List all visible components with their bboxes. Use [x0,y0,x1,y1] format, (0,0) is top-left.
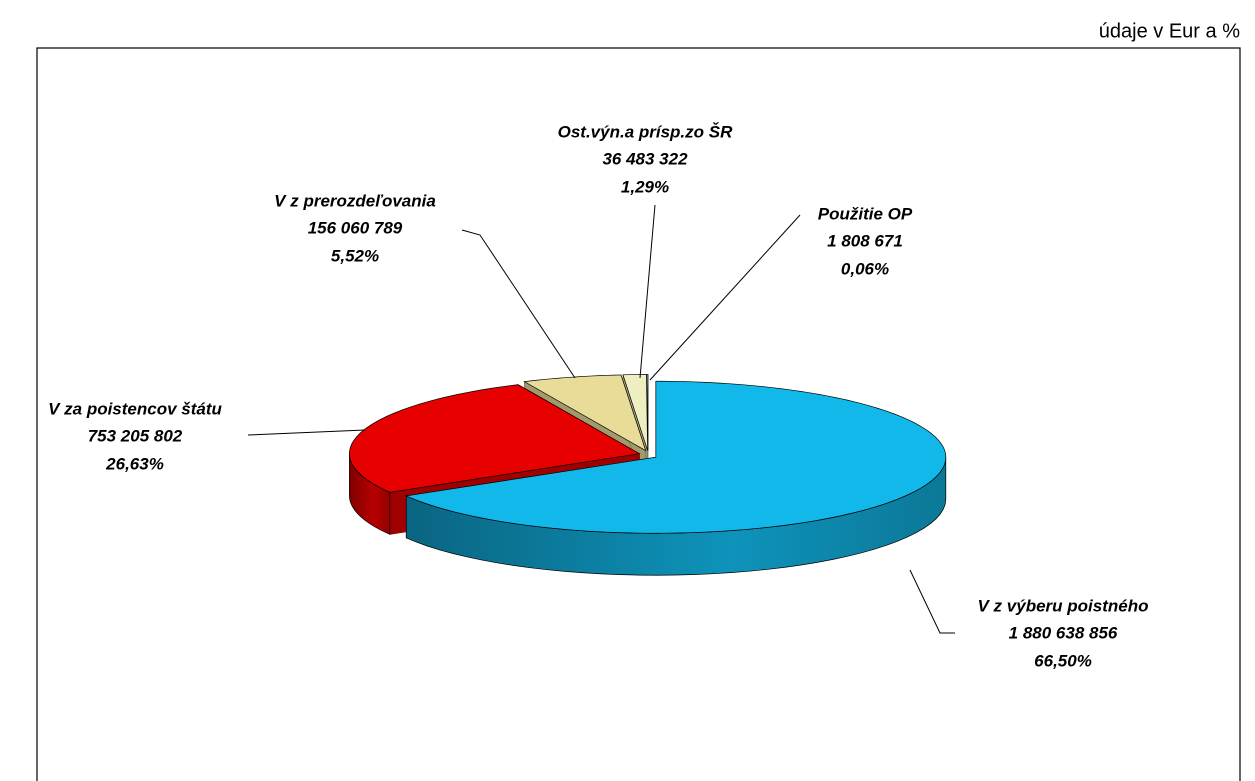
pie [349,374,947,576]
percent-label: 26,63% [105,454,164,473]
leader-line [461,229,576,379]
slice-top [646,374,649,451]
slice-top [404,380,947,534]
slice [404,380,947,576]
category-label: V za poistencov štátu [48,399,222,418]
chart-frame [36,47,1241,781]
value-label: 1 808 671 [827,231,903,250]
value-label: 156 060 789 [308,218,403,237]
category-label: V z prerozdeľovania [274,191,436,210]
percent-label: 5,52% [331,246,379,265]
labels: V z výberu poistného 1 880 638 856 66,50% V… [48,122,1148,670]
leader-line [649,214,801,381]
category-label: Ost.výn.a prísp.zo ŠR [558,122,733,141]
percent-label: 0,06% [841,259,889,278]
leader-line [909,569,955,634]
percent-label: 1,29% [621,177,669,196]
slice-top [349,384,641,493]
unit-note: údaje v Eur a % [1099,20,1240,42]
slice-top [523,374,647,452]
leader-line [639,204,656,379]
value-label: 1 880 638 856 [1009,623,1118,642]
value-label: 36 483 322 [602,149,688,168]
leader-line [247,429,366,436]
category-label: Použitie OP [818,204,913,223]
value-label: 753 205 802 [88,426,183,445]
category-label: V z výberu poistného [978,596,1149,615]
percent-label: 66,50% [1034,651,1092,670]
slice-top [622,374,648,451]
